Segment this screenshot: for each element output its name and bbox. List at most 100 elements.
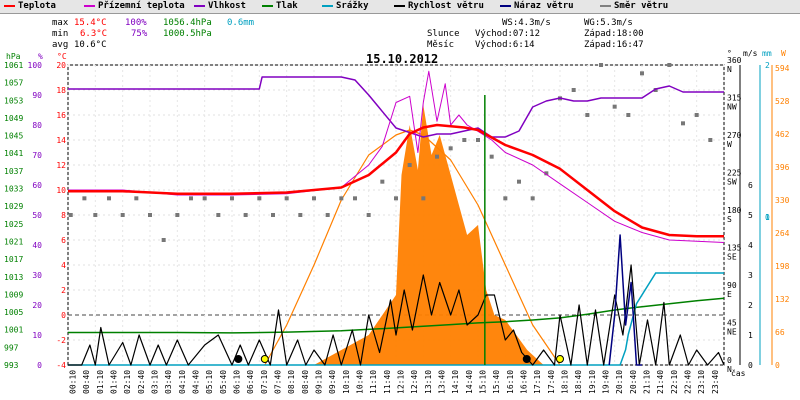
series-wind-direction-point: [517, 179, 521, 184]
axis-label-rain: mm: [762, 49, 772, 58]
tick-label-humidity: 80: [32, 121, 42, 130]
tick-label-pressure: 1021: [4, 237, 23, 246]
series-wind-direction-point: [585, 113, 590, 117]
tick-label-solar: 66: [775, 328, 785, 337]
chart-title: 15.10.2012: [366, 52, 438, 66]
series-wind-direction-point: [298, 213, 303, 217]
tick-label-x: 10:10: [342, 370, 351, 394]
tick-label-x: 20:40: [629, 370, 638, 394]
axis-label-temperature: °C: [57, 52, 67, 61]
axis-label-direction: °: [727, 49, 732, 58]
axis-label-pressure: hPa: [6, 52, 21, 61]
legend-item-prizemni-teplota: Přízemní teplota: [84, 1, 185, 11]
tick-label-direction: 360: [727, 56, 742, 65]
tick-label-x: 23:10: [697, 370, 706, 394]
tick-label-x: 00:40: [82, 370, 91, 394]
tick-label-pressure: 1005: [4, 308, 23, 317]
tick-label-temperature: -4: [56, 361, 66, 370]
tick-label-x: 06:40: [246, 370, 255, 394]
series-wind-direction-point: [407, 163, 412, 167]
axis-label-solar: W: [781, 49, 786, 58]
tick-label-pressure: 1049: [4, 114, 23, 123]
tick-label-x: 11:10: [369, 370, 378, 394]
marker-sunset: [556, 355, 564, 363]
series-wind-direction-point: [448, 146, 453, 151]
series-wind-direction-point: [120, 213, 125, 217]
tick-label-x: 07:40: [274, 370, 283, 394]
tick-label-x: 05:10: [205, 370, 214, 394]
tick-label-x: 12:10: [397, 370, 406, 394]
series-wind-direction-point: [161, 238, 166, 242]
tick-label-humidity: 100: [28, 61, 43, 70]
legend-label: Vlhkost: [208, 1, 246, 11]
tick-label-humidity: 90: [32, 91, 42, 100]
tick-label-x: 03:10: [151, 370, 160, 394]
series-theoretical-radiation: [264, 129, 561, 366]
tick-label-temperature: 16: [56, 111, 66, 120]
legend-item-vlhkost: Vlhkost: [194, 1, 246, 11]
tick-label-wind-speed: 0: [748, 361, 753, 370]
series-wind-direction-point: [93, 213, 98, 217]
tick-label-direction-name: NW: [727, 103, 737, 112]
tick-label-x: 19:40: [602, 370, 611, 394]
tick-label-pressure: 1045: [4, 132, 23, 141]
tick-label-x: 01:40: [110, 370, 119, 394]
legend-label: Přízemní teplota: [98, 1, 185, 11]
tick-label-x: 22:10: [670, 370, 679, 394]
tick-label-temperature: -2: [56, 336, 66, 345]
legend-label: Tlak: [276, 1, 298, 11]
tick-label-x: 02:40: [137, 370, 146, 394]
series-wind-direction-point: [257, 196, 262, 201]
legend-item-teplota: Teplota: [4, 1, 56, 11]
series-wind-direction-point: [312, 196, 316, 201]
series-wind-direction-point: [694, 113, 699, 117]
tick-label-pressure: 1033: [4, 185, 23, 194]
tick-label-direction: 270: [727, 131, 742, 140]
tick-label-temperature: 12: [56, 161, 66, 170]
axis-label-humidity: %: [38, 52, 43, 61]
tick-label-x: 04:10: [178, 370, 187, 394]
series-wind-direction-point: [243, 213, 248, 217]
series-wind-direction-point: [134, 196, 139, 201]
series-humidity: [68, 76, 724, 138]
tick-label-direction-name: SW: [727, 178, 737, 187]
tick-label-solar: 198: [775, 262, 790, 271]
wind-speed-stat: WS:4.3m/s: [502, 18, 551, 28]
tick-label-solar: 264: [775, 229, 790, 238]
marker-moonset: [522, 355, 531, 363]
tick-label-direction: 135: [727, 244, 742, 253]
series-wind-direction-point: [325, 213, 330, 217]
series-wind-direction-point: [435, 154, 439, 159]
tick-label-x: 08:40: [301, 370, 310, 394]
legend-item-naraz-vetru: Náraz větru: [500, 1, 574, 11]
series-wind-direction-point: [503, 196, 508, 201]
series-wind-direction-point: [476, 138, 480, 142]
legend-label: Teplota: [18, 1, 56, 11]
tick-label-x: 21:40: [656, 370, 665, 394]
tick-label-pressure: 1029: [4, 202, 23, 211]
tick-label-x: 09:40: [328, 370, 337, 394]
series-wind-direction-point: [202, 196, 207, 201]
legend-item-rychlost-vetru: Rychlost větru: [394, 1, 484, 11]
stat-max-rain: 0.6mm: [227, 18, 255, 28]
legend-item-tlak: Tlak: [262, 1, 298, 11]
tick-label-x: 12:40: [410, 370, 419, 394]
series-wind-direction-point: [681, 121, 685, 126]
legend-swatch: [262, 4, 273, 7]
tick-label-x: 00:10: [69, 370, 78, 394]
tick-label-pressure: 1057: [4, 79, 23, 88]
tick-label-x: 07:10: [260, 370, 269, 394]
legend-swatch: [394, 4, 405, 7]
series-wind-direction-point: [82, 196, 87, 201]
legend-swatch: [84, 4, 95, 7]
tick-label-direction: 315: [727, 94, 742, 103]
series-wind-direction-point: [148, 213, 152, 217]
legend-swatch: [500, 4, 511, 7]
series-wind-direction-point: [626, 113, 631, 117]
tick-label-pressure: 1061: [4, 61, 23, 70]
tick-label-humidity: 60: [32, 181, 42, 190]
tick-label-solar: 528: [775, 97, 790, 106]
tick-label-x: 09:10: [315, 370, 324, 394]
tick-label-x: 04:40: [192, 370, 201, 394]
tick-label-temperature: 8: [61, 211, 66, 220]
